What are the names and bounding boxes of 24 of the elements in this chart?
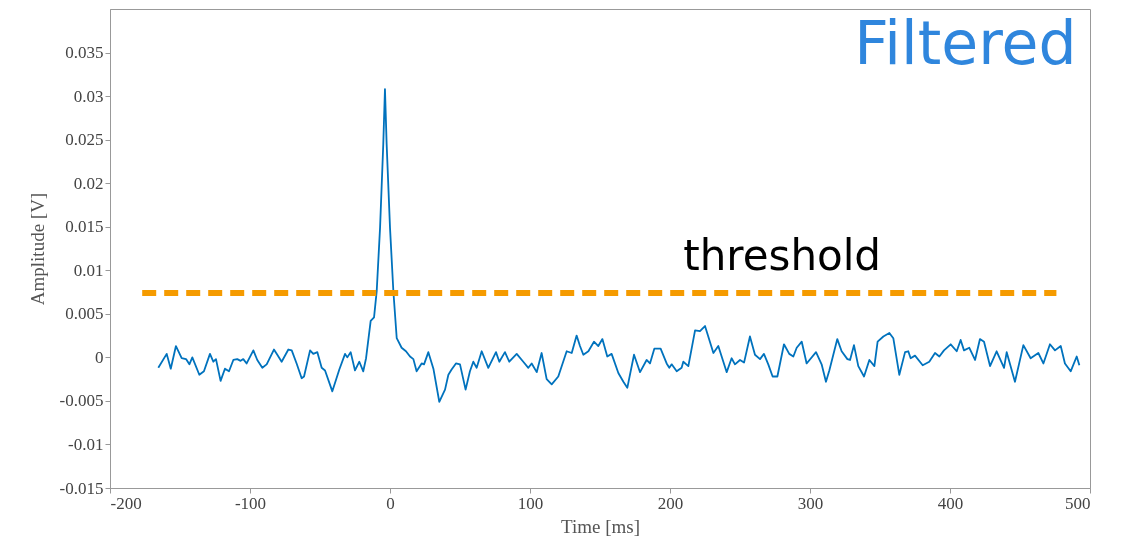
x-axis-title: Time [ms]	[560, 515, 641, 537]
y-tick-label: 0.01	[73, 260, 104, 280]
line-series	[157, 88, 1081, 403]
y-tick-label: -0.015	[59, 478, 104, 498]
x-tick-label: 0	[386, 493, 395, 513]
x-tick-label: 500	[1065, 493, 1091, 513]
y-tick-label: -0.005	[59, 391, 104, 411]
x-tick-label: 200	[657, 493, 684, 513]
y-tick-label: 0.005	[65, 304, 104, 324]
chart-title: Filtered	[854, 8, 1077, 78]
y-tick-label: -0.01	[68, 434, 104, 454]
y-tick-label: 0.03	[73, 86, 104, 106]
x-tick-label: 100	[517, 493, 544, 513]
y-tick-label: 0.02	[73, 173, 104, 193]
y-tick-label: 0.025	[65, 130, 104, 150]
series-label: threshold	[683, 230, 882, 280]
x-tick-label: -100	[234, 493, 267, 513]
x-tick-label: 400	[937, 493, 964, 513]
x-tick-label: 300	[797, 493, 824, 513]
x-tick-label: -200	[110, 493, 142, 513]
y-axis-title: Amplitude [V]	[26, 192, 48, 306]
y-tick-label: 0	[95, 347, 104, 367]
y-tick-label: 0.035	[65, 43, 104, 63]
y-tick-label: 0.015	[65, 217, 104, 237]
